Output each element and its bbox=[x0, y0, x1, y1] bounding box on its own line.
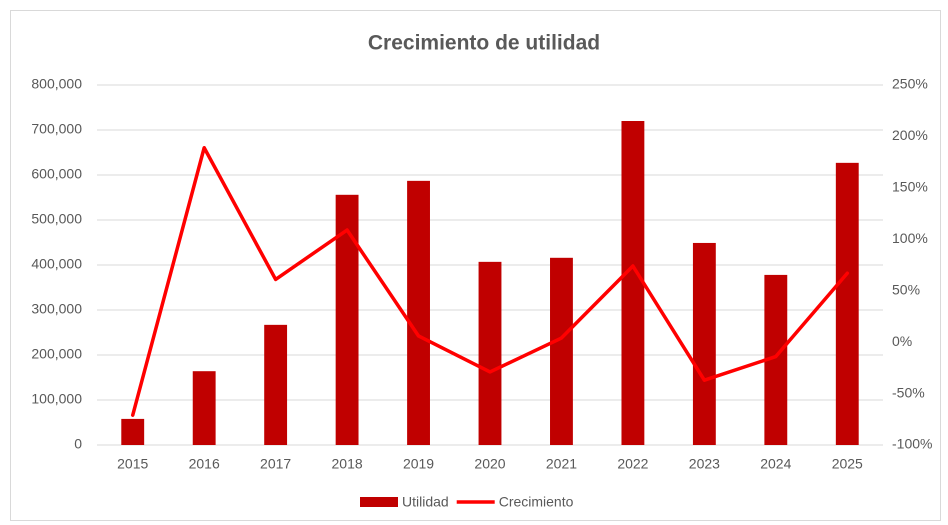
x-tick-label: 2024 bbox=[760, 456, 791, 472]
y2-tick-label: -50% bbox=[892, 384, 925, 400]
x-tick-label: 2022 bbox=[617, 456, 648, 472]
bar bbox=[121, 418, 145, 445]
y2-tick-label: 100% bbox=[892, 230, 928, 246]
x-tick-label: 2020 bbox=[474, 456, 505, 472]
y-tick-label: 0 bbox=[74, 436, 82, 452]
x-tick-label: 2018 bbox=[332, 456, 363, 472]
x-tick-label: 2017 bbox=[260, 456, 291, 472]
y-tick-label: 800,000 bbox=[31, 76, 82, 92]
bar bbox=[692, 242, 716, 445]
legend-label: Utilidad bbox=[402, 494, 449, 510]
x-tick-label: 2015 bbox=[117, 456, 148, 472]
x-tick-label: 2019 bbox=[403, 456, 434, 472]
y-tick-label: 500,000 bbox=[31, 211, 82, 227]
x-tick-label: 2021 bbox=[546, 456, 577, 472]
y2-tick-label: 0% bbox=[892, 333, 912, 349]
y-tick-label: 100,000 bbox=[31, 391, 82, 407]
x-tick-label: 2023 bbox=[689, 456, 720, 472]
bar bbox=[764, 274, 788, 445]
y-tick-label: 300,000 bbox=[31, 301, 82, 317]
bar bbox=[264, 324, 288, 445]
bar bbox=[835, 162, 859, 445]
y2-tick-label: 250% bbox=[892, 76, 928, 92]
y-tick-label: 700,000 bbox=[31, 121, 82, 137]
bar bbox=[192, 371, 216, 445]
bar bbox=[478, 261, 502, 445]
y-tick-label: 400,000 bbox=[31, 256, 82, 272]
bar bbox=[550, 257, 573, 445]
bar bbox=[335, 194, 359, 445]
bar bbox=[621, 121, 645, 445]
x-tick-label: 2025 bbox=[832, 456, 863, 472]
chart-title: Crecimiento de utilidad bbox=[368, 32, 600, 55]
y2-tick-label: -100% bbox=[892, 436, 932, 452]
y2-tick-label: 50% bbox=[892, 281, 920, 297]
x-tick-label: 2016 bbox=[189, 456, 220, 472]
y-tick-label: 200,000 bbox=[31, 346, 82, 362]
legend-swatch bbox=[360, 497, 398, 507]
legend-label: Crecimiento bbox=[499, 494, 574, 510]
y2-tick-label: 200% bbox=[892, 127, 928, 143]
bar bbox=[407, 180, 430, 445]
y2-tick-label: 150% bbox=[892, 179, 928, 195]
line bbox=[130, 145, 850, 417]
y-tick-label: 600,000 bbox=[31, 166, 82, 182]
